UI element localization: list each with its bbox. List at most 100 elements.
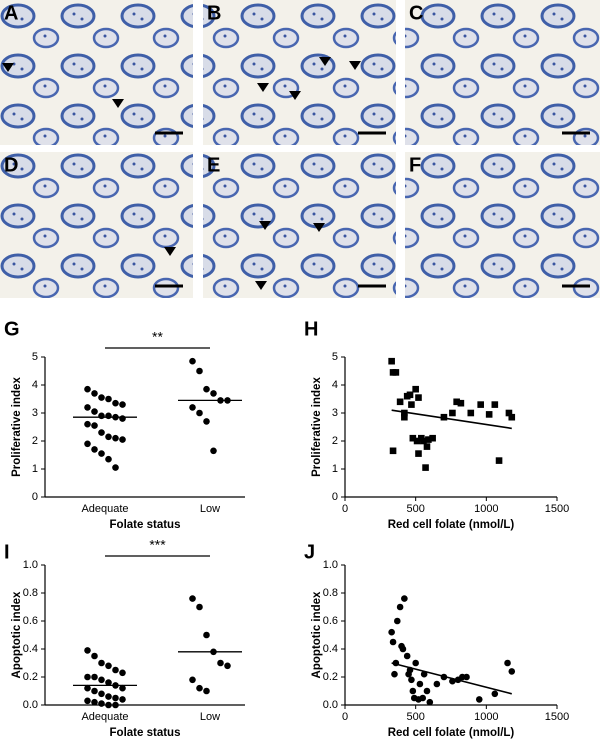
- panel-label: D: [4, 154, 18, 176]
- data-point: [189, 676, 196, 684]
- x-tick-label: Low: [200, 711, 220, 723]
- y-tick-label: 2: [332, 435, 338, 447]
- data-point: [119, 415, 126, 422]
- y-axis-label: Proliferative index: [11, 377, 23, 477]
- data-point: [105, 455, 112, 463]
- panel-label: I: [4, 541, 10, 563]
- y-tick-label: 0.2: [323, 671, 338, 683]
- data-point: [119, 669, 126, 677]
- data-point: [467, 409, 475, 417]
- y-tick-label: 0.8: [23, 587, 38, 599]
- data-point: [91, 698, 98, 706]
- data-point: [196, 603, 203, 611]
- x-axis-label: Red cell folate (nmol/L): [388, 519, 515, 531]
- y-tick-label: 5: [332, 351, 338, 363]
- arrowhead: [164, 247, 176, 256]
- x-axis-label: Folate status: [110, 519, 181, 531]
- y-tick-label: 0.4: [323, 643, 338, 655]
- micrograph: [0, 0, 193, 145]
- data-point: [429, 434, 436, 442]
- data-point: [505, 409, 513, 417]
- arrowhead: [289, 91, 301, 100]
- panel-label: E: [207, 154, 220, 176]
- y-tick-label: 1.0: [323, 559, 338, 571]
- data-point: [389, 638, 397, 646]
- data-point: [105, 433, 112, 441]
- x-tick-label: 1000: [474, 711, 498, 723]
- data-point: [463, 673, 470, 681]
- data-point: [409, 434, 417, 442]
- data-point: [392, 369, 400, 376]
- data-point: [401, 595, 408, 602]
- data-point: [105, 412, 112, 420]
- data-point: [491, 401, 499, 408]
- data-point: [440, 413, 448, 421]
- data-point: [112, 694, 119, 702]
- data-point: [399, 645, 407, 653]
- data-point: [453, 398, 460, 406]
- x-tick-label: 1000: [474, 503, 498, 515]
- data-point: [475, 696, 483, 703]
- x-tick-label: 1500: [545, 711, 569, 723]
- data-point: [491, 690, 499, 698]
- data-point: [189, 595, 196, 602]
- data-point: [224, 662, 231, 670]
- data-point: [423, 443, 431, 450]
- data-point: [391, 670, 398, 678]
- data-point: [396, 603, 404, 611]
- data-point: [196, 409, 203, 417]
- data-point: [422, 464, 429, 471]
- data-point: [119, 696, 126, 703]
- y-axis-label: Apoptotic index: [11, 591, 23, 678]
- data-point: [119, 401, 126, 408]
- data-point: [415, 450, 422, 457]
- micrograph: [203, 152, 396, 298]
- data-point: [84, 385, 91, 393]
- data-point: [91, 446, 98, 453]
- micrograph: [0, 152, 193, 298]
- micrograph: [405, 0, 600, 145]
- micrograph: [203, 0, 396, 145]
- data-point: [119, 436, 126, 443]
- y-tick-label: 4: [332, 379, 338, 391]
- data-point: [105, 662, 112, 670]
- y-tick-label: 0.6: [323, 615, 338, 627]
- y-tick-label: 0: [32, 491, 38, 503]
- data-point: [419, 694, 427, 702]
- data-point: [412, 659, 419, 667]
- data-point: [112, 464, 119, 471]
- data-point: [91, 390, 98, 397]
- data-point: [98, 429, 105, 436]
- arrowhead: [112, 99, 124, 108]
- data-point: [112, 666, 119, 674]
- data-point: [495, 457, 503, 464]
- y-tick-label: 1: [332, 463, 338, 475]
- y-tick-label: 0.0: [23, 699, 38, 711]
- data-point: [403, 652, 411, 660]
- data-point: [91, 652, 98, 660]
- arrowhead: [259, 221, 271, 230]
- data-point: [508, 413, 516, 421]
- data-point: [112, 701, 119, 709]
- data-point: [105, 679, 112, 686]
- data-point: [84, 404, 91, 411]
- data-point: [112, 399, 119, 407]
- data-point: [84, 684, 91, 692]
- data-point: [217, 659, 224, 667]
- data-point: [189, 357, 196, 365]
- data-point: [203, 687, 210, 695]
- panel-label: C: [409, 2, 423, 24]
- data-point: [508, 668, 516, 675]
- arrowhead: [319, 57, 331, 66]
- data-point: [105, 395, 112, 403]
- arrowhead: [257, 83, 269, 92]
- data-point: [105, 693, 112, 700]
- fit-line: [391, 409, 512, 430]
- data-point: [388, 628, 395, 636]
- data-point: [203, 418, 210, 425]
- significance-label: **: [152, 329, 163, 345]
- panel-label: H: [304, 318, 318, 340]
- data-point: [415, 394, 422, 401]
- data-point: [98, 450, 105, 457]
